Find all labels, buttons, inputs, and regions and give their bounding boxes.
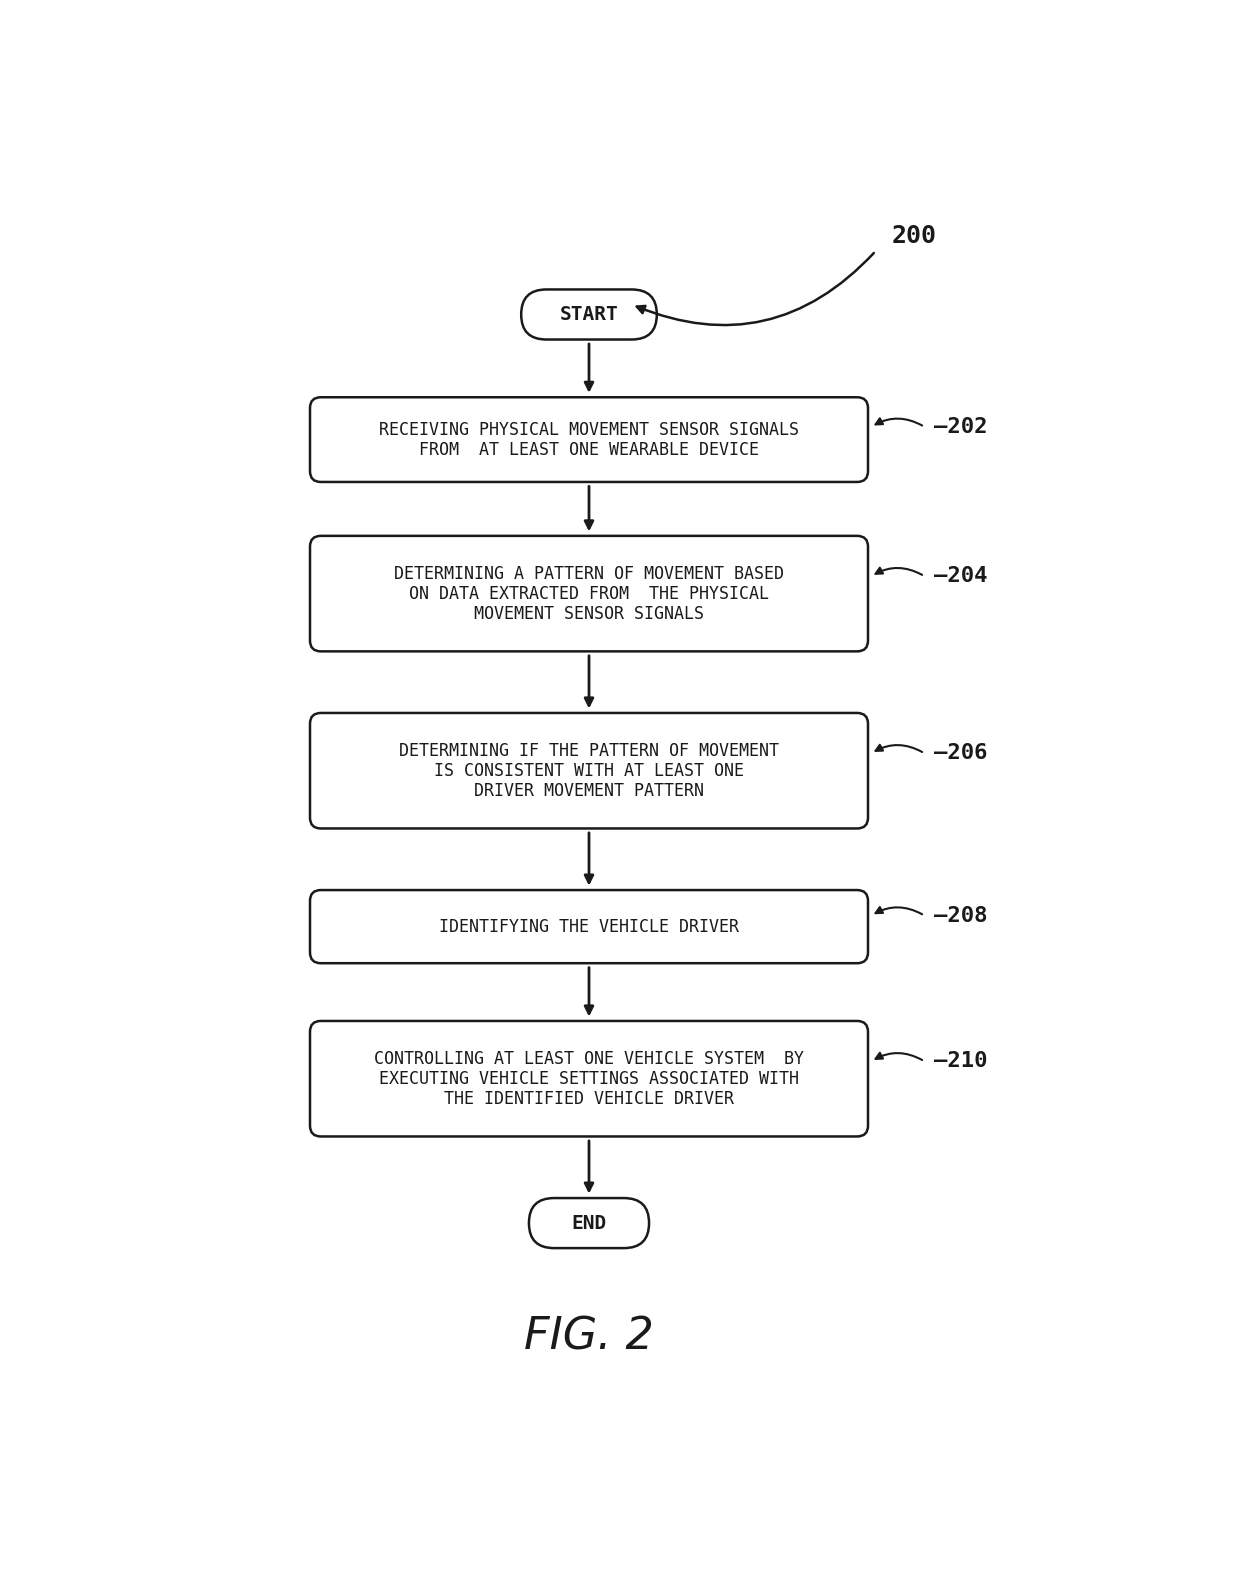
Text: —210: —210 <box>934 1051 987 1071</box>
Text: RECEIVING PHYSICAL MOVEMENT SENSOR SIGNALS: RECEIVING PHYSICAL MOVEMENT SENSOR SIGNA… <box>379 421 799 439</box>
Text: CONTROLLING AT LEAST ONE VEHICLE SYSTEM  BY: CONTROLLING AT LEAST ONE VEHICLE SYSTEM … <box>374 1049 804 1068</box>
Text: IDENTIFYING THE VEHICLE DRIVER: IDENTIFYING THE VEHICLE DRIVER <box>439 918 739 936</box>
Text: THE IDENTIFIED VEHICLE DRIVER: THE IDENTIFIED VEHICLE DRIVER <box>444 1090 734 1108</box>
FancyBboxPatch shape <box>529 1198 649 1248</box>
FancyBboxPatch shape <box>310 890 868 963</box>
Text: END: END <box>572 1213 606 1232</box>
Text: DETERMINING IF THE PATTERN OF MOVEMENT: DETERMINING IF THE PATTERN OF MOVEMENT <box>399 742 779 759</box>
Text: FROM  AT LEAST ONE WEARABLE DEVICE: FROM AT LEAST ONE WEARABLE DEVICE <box>419 440 759 459</box>
Text: FIG. 2: FIG. 2 <box>525 1314 653 1359</box>
Text: START: START <box>559 305 619 323</box>
Text: EXECUTING VEHICLE SETTINGS ASSOCIATED WITH: EXECUTING VEHICLE SETTINGS ASSOCIATED WI… <box>379 1070 799 1087</box>
FancyBboxPatch shape <box>310 537 868 652</box>
Text: IS CONSISTENT WITH AT LEAST ONE: IS CONSISTENT WITH AT LEAST ONE <box>434 762 744 780</box>
Text: —208: —208 <box>934 906 987 926</box>
FancyBboxPatch shape <box>310 713 868 828</box>
Text: DRIVER MOVEMENT PATTERN: DRIVER MOVEMENT PATTERN <box>474 781 704 800</box>
Text: ON DATA EXTRACTED FROM  THE PHYSICAL: ON DATA EXTRACTED FROM THE PHYSICAL <box>409 584 769 603</box>
Text: —204: —204 <box>934 567 987 587</box>
Text: —206: —206 <box>934 743 987 764</box>
Text: MOVEMENT SENSOR SIGNALS: MOVEMENT SENSOR SIGNALS <box>474 604 704 623</box>
Text: 200: 200 <box>892 224 936 248</box>
Text: DETERMINING A PATTERN OF MOVEMENT BASED: DETERMINING A PATTERN OF MOVEMENT BASED <box>394 565 784 582</box>
FancyBboxPatch shape <box>521 289 657 339</box>
FancyBboxPatch shape <box>310 398 868 481</box>
FancyBboxPatch shape <box>310 1021 868 1136</box>
Text: —202: —202 <box>934 417 987 437</box>
